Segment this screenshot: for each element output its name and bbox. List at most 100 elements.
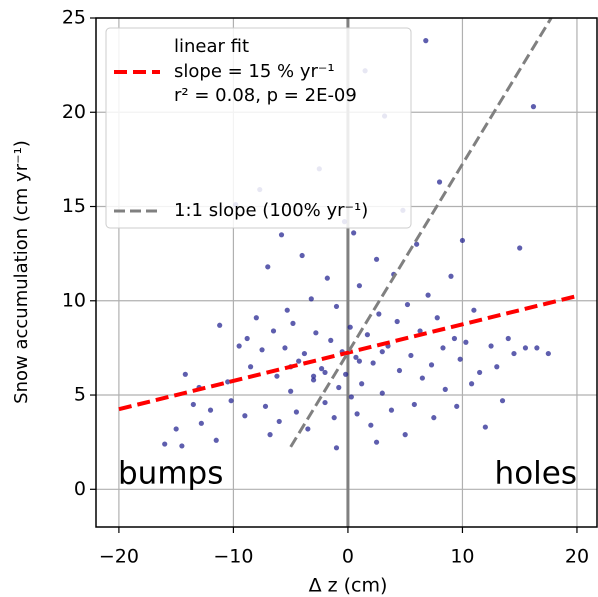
point: [313, 330, 319, 336]
x-tick-label: −20: [99, 546, 139, 568]
legend-label: 1:1 slope (100% yr⁻¹): [174, 200, 368, 221]
point: [534, 345, 540, 351]
point: [308, 296, 314, 302]
point: [278, 232, 285, 238]
y-tick-label: 15: [62, 195, 86, 217]
point: [448, 273, 454, 279]
point: [499, 398, 506, 404]
point: [299, 252, 305, 259]
point: [331, 415, 337, 421]
legend-extra: r² = 0.08, p = 2E-09: [174, 85, 357, 106]
point: [198, 420, 204, 426]
fit-line: [289, 17, 553, 448]
point: [333, 445, 340, 451]
point: [173, 426, 179, 432]
point: [419, 375, 425, 381]
point: [494, 364, 500, 370]
point: [428, 362, 435, 368]
point: [318, 366, 325, 372]
point: [368, 422, 374, 428]
point: [545, 350, 551, 357]
point: [262, 403, 269, 409]
point: [288, 388, 294, 394]
x-tick-label: −10: [213, 546, 253, 568]
point: [402, 432, 408, 438]
point: [517, 245, 523, 251]
point: [411, 401, 417, 408]
point: [434, 315, 440, 321]
y-tick-label: 25: [62, 7, 86, 29]
point: [284, 307, 290, 313]
point: [207, 407, 214, 413]
point: [442, 386, 448, 392]
point: [242, 413, 248, 419]
point: [376, 311, 382, 317]
point: [179, 443, 185, 449]
point: [190, 401, 196, 408]
legend-title: linear fit: [174, 36, 249, 57]
x-tick-label: 10: [450, 546, 474, 568]
point: [293, 409, 299, 415]
point: [351, 230, 357, 236]
point: [259, 347, 265, 353]
point: [364, 332, 370, 338]
point: [296, 358, 302, 364]
point: [451, 335, 458, 342]
x-tick-label: 0: [342, 546, 354, 568]
point: [213, 437, 219, 443]
point: [348, 394, 354, 400]
point: [290, 320, 296, 326]
point: [482, 424, 488, 430]
annotation: bumps: [118, 456, 223, 492]
point: [253, 315, 259, 321]
point: [354, 411, 360, 417]
point: [388, 407, 395, 413]
point: [322, 369, 328, 376]
point: [431, 415, 437, 421]
point: [488, 343, 494, 349]
frame: [95, 17, 598, 528]
point: [247, 364, 254, 370]
point: [356, 358, 362, 364]
point: [310, 377, 317, 383]
y-tick-label: 0: [74, 478, 86, 500]
point: [423, 38, 429, 44]
point: [477, 369, 483, 376]
point: [270, 328, 277, 334]
point: [511, 350, 517, 357]
point: [244, 335, 250, 342]
point: [373, 439, 380, 445]
point: [182, 371, 188, 377]
point: [436, 179, 443, 185]
x-tick-label: 20: [565, 546, 589, 568]
point: [414, 241, 420, 247]
point: [425, 292, 431, 298]
point: [301, 350, 308, 357]
point: [236, 343, 242, 349]
point: [217, 322, 223, 328]
annotation: holes: [495, 456, 577, 492]
point: [353, 354, 359, 360]
point: [333, 303, 340, 310]
point: [328, 337, 334, 343]
point: [336, 384, 342, 391]
point: [373, 256, 380, 262]
fit-line: [118, 294, 578, 412]
point: [454, 403, 460, 409]
y-tick-label: 20: [62, 101, 86, 123]
y-tick-label: 10: [62, 289, 86, 311]
point: [505, 335, 511, 342]
y-tick-label: 5: [74, 384, 86, 406]
point: [471, 307, 477, 313]
point: [310, 373, 317, 379]
point: [228, 398, 234, 404]
point: [359, 381, 365, 387]
point: [404, 301, 411, 308]
point: [276, 418, 282, 425]
point: [459, 237, 466, 244]
point: [322, 399, 328, 406]
point: [305, 426, 311, 432]
point: [522, 345, 529, 351]
y-axis-label: Snow accumulation (cm yr⁻¹): [11, 140, 32, 404]
